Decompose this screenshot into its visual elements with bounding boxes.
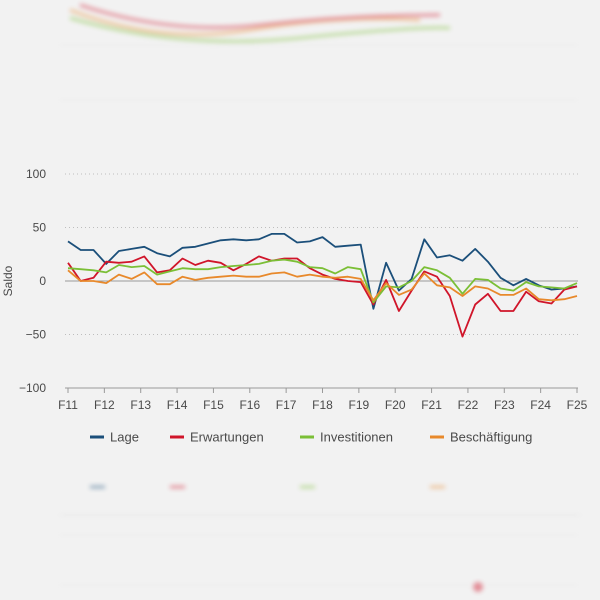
x-tick-label: F23 (494, 398, 515, 412)
legend: Lage Erwartungen Investitionen Beschäftigun… (90, 430, 532, 445)
faded-chart-above (60, 3, 580, 101)
y-axis-label: Saldo (1, 265, 15, 296)
y-axis-ticks: 100 50 0 −50 −100 (19, 167, 46, 395)
x-axis: F11 F12 F13 F14 F15 F16 F17 F18 F19 F20 F21 F22 F23 F… (58, 387, 588, 412)
y-tick-label: 0 (39, 274, 46, 288)
legend-label: Erwartungen (190, 430, 264, 445)
x-tick-label: F22 (458, 398, 479, 412)
x-tick-label: F21 (421, 398, 442, 412)
x-tick-label: F17 (276, 398, 297, 412)
y-tick-label: 50 (33, 221, 47, 235)
x-tick-label: F12 (94, 398, 115, 412)
x-tick-label: F20 (385, 398, 406, 412)
x-tick-label: F14 (167, 398, 188, 412)
x-tick-label: F19 (349, 398, 370, 412)
x-tick-label: F24 (530, 398, 551, 412)
x-tick-label: F11 (58, 398, 78, 412)
series-line-1 (67, 255, 578, 338)
y-tick-label: −50 (26, 328, 47, 342)
series-line-0 (67, 233, 578, 310)
y-tick-label: 100 (26, 167, 46, 181)
x-tick-label: F16 (239, 398, 260, 412)
x-tick-label: F15 (203, 398, 224, 412)
x-tick-label: F25 (567, 398, 588, 412)
series-line-2 (67, 258, 578, 304)
x-tick-label: F13 (130, 398, 151, 412)
faded-chart-below (60, 485, 580, 592)
grid-lines (65, 173, 578, 389)
y-tick-label: −100 (19, 381, 46, 395)
legend-label: Investitionen (320, 430, 393, 445)
series-line-3 (67, 269, 578, 302)
x-tick-label: F18 (312, 398, 333, 412)
legend-label: Lage (110, 430, 139, 445)
series-lines (67, 233, 578, 338)
legend-label: Beschäftigung (450, 430, 532, 445)
